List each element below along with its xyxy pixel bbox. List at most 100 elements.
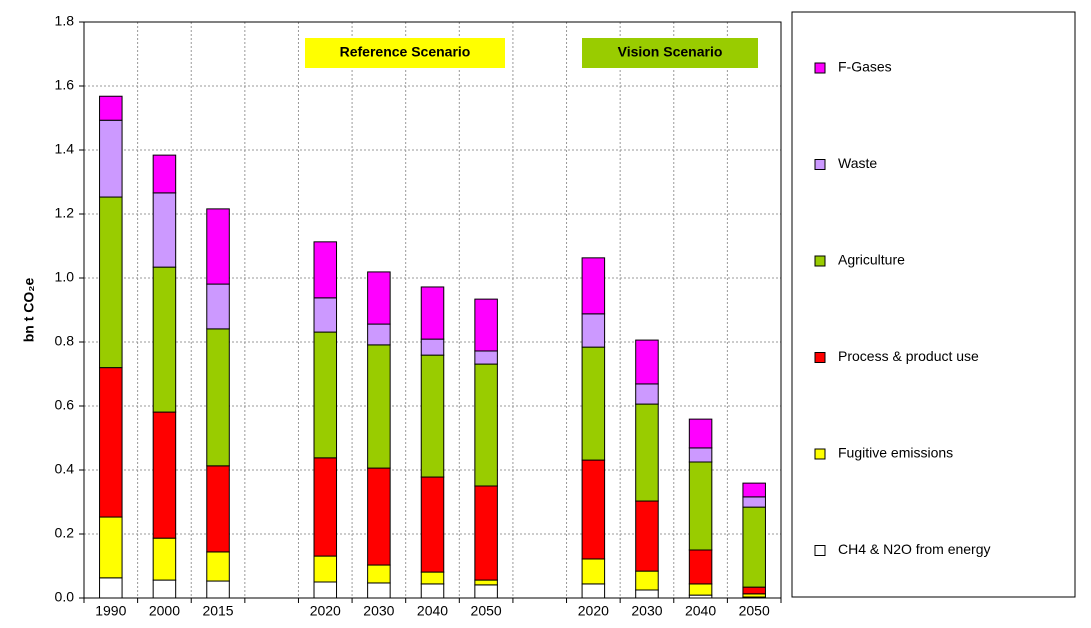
y-tick-label: 0.4 [55,461,75,477]
bar-segment [99,516,123,579]
bar-segment [206,580,230,599]
bar-segment [152,579,177,599]
bar-segment [206,283,230,330]
bar-segment [742,482,766,498]
legend-label: Fugitive emissions [838,445,953,461]
x-tick-label: 2030 [631,603,662,619]
legend-label: Process & product use [838,348,979,364]
bar-segment [206,465,230,553]
bar-segment [99,119,123,198]
bar-segment [474,579,498,586]
bar-segment [474,298,498,352]
legend-swatch [814,255,826,267]
legend-label: F-Gases [838,59,892,75]
bar-segment [635,500,659,572]
bar-segment [367,344,391,469]
bar-segment [206,551,230,582]
bar-segment [99,196,123,369]
legend-label: Agriculture [838,252,905,268]
bar-segment [581,346,606,461]
x-tick-label: 2015 [202,603,233,619]
legend-label: Waste [838,155,877,171]
bar-segment [474,363,498,487]
legend-box [791,11,1076,598]
x-tick-label: 2040 [417,603,448,619]
legend-swatch [814,352,826,363]
y-axis-label: bn t CO₂e [21,278,37,343]
bar-segment [742,506,766,588]
bar-segment [313,297,338,333]
legend-swatch [814,545,826,556]
bar-segment [474,350,498,365]
x-tick-label: 2050 [739,603,770,619]
bar-segment [474,584,498,599]
bar-segment [688,549,713,585]
bar-segment [688,418,713,449]
legend-swatch [814,448,826,460]
bar-segment [420,476,445,573]
bar-segment [99,577,123,599]
bar-segment [420,286,445,340]
bar-segment [420,338,445,356]
bar-segment [474,485,498,581]
bar-segment [420,571,445,585]
bar-segment [742,496,766,508]
bar-segment [313,241,338,299]
bar-segment [420,354,445,478]
bar-segment [152,411,177,539]
x-tick-label: 1990 [95,603,126,619]
bar-segment [688,583,713,596]
x-tick-label: 2020 [310,603,341,619]
bar-segment [99,95,123,121]
bar-segment [635,589,659,599]
bar-segment [99,367,123,518]
bar-segment [313,555,338,583]
bar-segment [581,558,606,585]
x-tick-label: 2020 [578,603,609,619]
bar-segment [152,192,177,268]
bar-segment [420,583,445,599]
bar-segment [313,457,338,557]
x-tick-label: 2000 [149,603,180,619]
bar-segment [367,467,391,566]
bar-segment [581,257,606,315]
legend-swatch [814,159,826,170]
bar-segment [206,328,230,467]
x-tick-label: 2030 [363,603,394,619]
y-tick-label: 0.2 [55,525,75,541]
bar-segment [152,154,177,194]
bar-segment [367,323,391,346]
annotation-box [305,38,505,68]
y-tick-label: 1.0 [55,269,75,285]
annotation: Reference Scenario [340,44,471,60]
y-tick-label: 1.2 [55,205,75,221]
bar-segment [581,583,606,599]
bar-segment [367,271,391,325]
bar-segment [742,586,766,595]
annotation: Vision Scenario [618,44,723,60]
x-tick-label: 2040 [685,603,716,619]
y-tick-label: 0.8 [55,333,75,349]
legend-swatch [814,62,826,74]
bar-segment [581,459,606,560]
bar-segment [152,266,177,413]
bar-segment [635,403,659,502]
bar-segment [688,447,713,463]
legend-label: CH4 & N2O from energy [838,541,991,557]
bar-segment [367,564,391,584]
bar-segment [313,581,338,599]
y-tick-label: 0.6 [55,397,75,413]
annotation-box [582,38,758,68]
bar-segment [367,582,391,599]
bar-segment [152,537,177,581]
y-tick-label: 1.6 [55,77,75,93]
y-tick-label: 0.0 [55,589,75,605]
bar-segment [635,339,659,385]
bar-segment [581,313,606,348]
bar-segment [313,331,338,459]
x-tick-label: 2050 [471,603,502,619]
bar-segment [635,570,659,591]
bar-segment [688,461,713,551]
bar-segment [635,383,659,405]
